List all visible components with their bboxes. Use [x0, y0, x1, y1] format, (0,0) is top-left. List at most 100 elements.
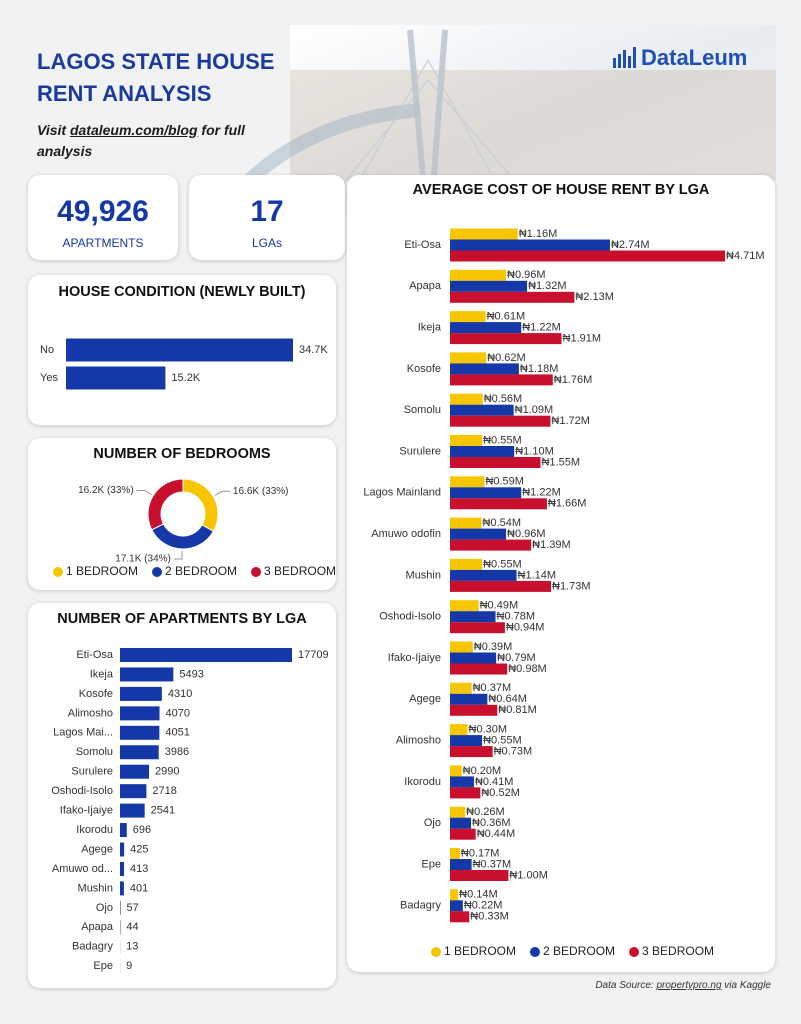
bar	[120, 648, 292, 662]
donut-slice	[147, 478, 184, 531]
category-label: Somolu	[404, 404, 441, 416]
bar	[450, 239, 610, 251]
subtitle-link[interactable]: dataleum.com/blog	[69, 122, 198, 138]
bar	[450, 228, 518, 240]
value-label: 2718	[152, 785, 176, 797]
value-label: ₦1.10M	[515, 445, 554, 457]
value-label: ₦1.76M	[554, 374, 593, 386]
value-label: ₦0.61M	[487, 311, 526, 323]
bar	[450, 311, 486, 323]
category-label: Surulere	[71, 766, 113, 778]
value-label: 2541	[151, 805, 175, 817]
bar	[450, 724, 468, 736]
value-label: 34.7K	[299, 344, 328, 356]
bar	[450, 622, 505, 634]
category-label: Mushin	[78, 882, 113, 894]
kpi-value: 17	[250, 195, 284, 228]
bar	[450, 765, 462, 777]
category-label: Oshodi-Isolo	[379, 611, 441, 623]
category-label: Ikorodu	[76, 824, 113, 836]
kpi-label: LGAs	[251, 236, 282, 250]
value-label: ₦0.96M	[507, 269, 546, 281]
category-label: Apapa	[81, 921, 114, 933]
legend-marker	[152, 567, 163, 577]
bar	[120, 900, 121, 915]
footer-text: via Kaggle	[724, 980, 771, 991]
bar	[450, 859, 472, 870]
value-label: ₦0.20M	[463, 765, 502, 777]
value-label: ₦0.64M	[488, 693, 527, 705]
chart: NUMBER OF BEDROOMS 16.6K (33%) 17.1K (34%)…	[53, 446, 336, 578]
legend-label: 2 BEDROOM	[543, 944, 615, 958]
category-label: Mushin	[406, 569, 441, 581]
value-label: ₦0.17M	[461, 847, 500, 859]
subtitle: Visit dataleum.com/blog for full analysi…	[37, 120, 262, 162]
chart-title: HOUSE CONDITION (NEWLY BUILT)	[58, 284, 305, 300]
value-label: ₦1.14M	[518, 569, 557, 581]
category-label: Amuwo odofin	[371, 528, 441, 540]
value-label: ₦0.39M	[474, 641, 513, 653]
value-label: ₦0.44M	[477, 828, 516, 840]
category-label: Yes	[40, 372, 58, 384]
value-label: ₦1.18M	[520, 363, 559, 375]
value-label: 9	[126, 960, 132, 972]
bar	[450, 787, 481, 799]
value-label: ₦0.33M	[470, 911, 509, 923]
category-label: Lagos Mai...	[53, 727, 113, 739]
category-label: Apapa	[409, 280, 442, 292]
value-label: ₦0.73M	[494, 746, 533, 758]
bar	[120, 667, 174, 682]
value-label: ₦0.55M	[483, 558, 522, 570]
value-label: ₦0.37M	[473, 858, 512, 870]
category-label: Ikorodu	[404, 776, 441, 788]
chart-card: HOUSE CONDITION (NEWLY BUILT) No 34.7K Yes 1…	[28, 275, 336, 425]
value-label: ₦1.22M	[522, 322, 561, 334]
donut-slice	[182, 478, 219, 533]
bar	[450, 911, 470, 923]
value-label: ₦0.94M	[506, 622, 545, 634]
bar	[450, 776, 474, 788]
value-label: 4310	[168, 688, 192, 700]
bar	[450, 806, 466, 818]
value-label: ₦1.09M	[515, 404, 554, 416]
value-label: ₦0.22M	[464, 900, 503, 912]
value-label: ₦0.14M	[459, 889, 498, 901]
bar	[120, 686, 162, 701]
bar	[120, 784, 147, 799]
subtitle-text: Visit	[37, 122, 67, 138]
bar	[450, 828, 476, 840]
chart-card: NUMBER OF BEDROOMS 16.6K (33%) 17.1K (34%)…	[28, 438, 336, 590]
legend-label: 1 BEDROOM	[444, 944, 516, 958]
bar	[120, 764, 150, 779]
value-label: ₦0.37M	[473, 682, 512, 694]
bar	[450, 663, 508, 675]
bar	[450, 848, 460, 859]
bar	[120, 823, 127, 838]
bar	[450, 374, 553, 386]
legend-marker	[251, 567, 262, 577]
value-label: 413	[130, 863, 148, 875]
category-label: Eti-Osa	[76, 649, 114, 661]
value-label: ₦0.59M	[485, 476, 524, 488]
category-label: Ojo	[424, 817, 441, 829]
footer-link[interactable]: propertypro.ng	[656, 980, 722, 991]
value-label: ₦0.81M	[498, 704, 537, 716]
bar	[450, 900, 463, 912]
category-label: Lagos Mainland	[363, 487, 441, 499]
legend-label: 3 BEDROOM	[642, 944, 714, 958]
leader-line	[214, 490, 230, 496]
bar	[120, 745, 159, 760]
chart-card: AVERAGE COST OF HOUSE RENT BY LGA Eti-Osa…	[347, 175, 775, 972]
category-label: Epe	[93, 960, 113, 972]
bar	[450, 393, 483, 405]
bar	[450, 580, 552, 592]
bar	[450, 558, 483, 570]
chart-title: NUMBER OF APARTMENTS BY LGA	[57, 611, 307, 627]
bar	[450, 517, 482, 529]
category-label: Kosofe	[407, 363, 441, 375]
bar	[450, 250, 725, 262]
value-label: 44	[126, 921, 138, 933]
donut-slice	[151, 523, 215, 550]
value-label: 16.2K (33%)	[78, 485, 134, 496]
chart: NUMBER OF APARTMENTS BY LGA Eti-Osa 17709 I…	[51, 611, 329, 974]
